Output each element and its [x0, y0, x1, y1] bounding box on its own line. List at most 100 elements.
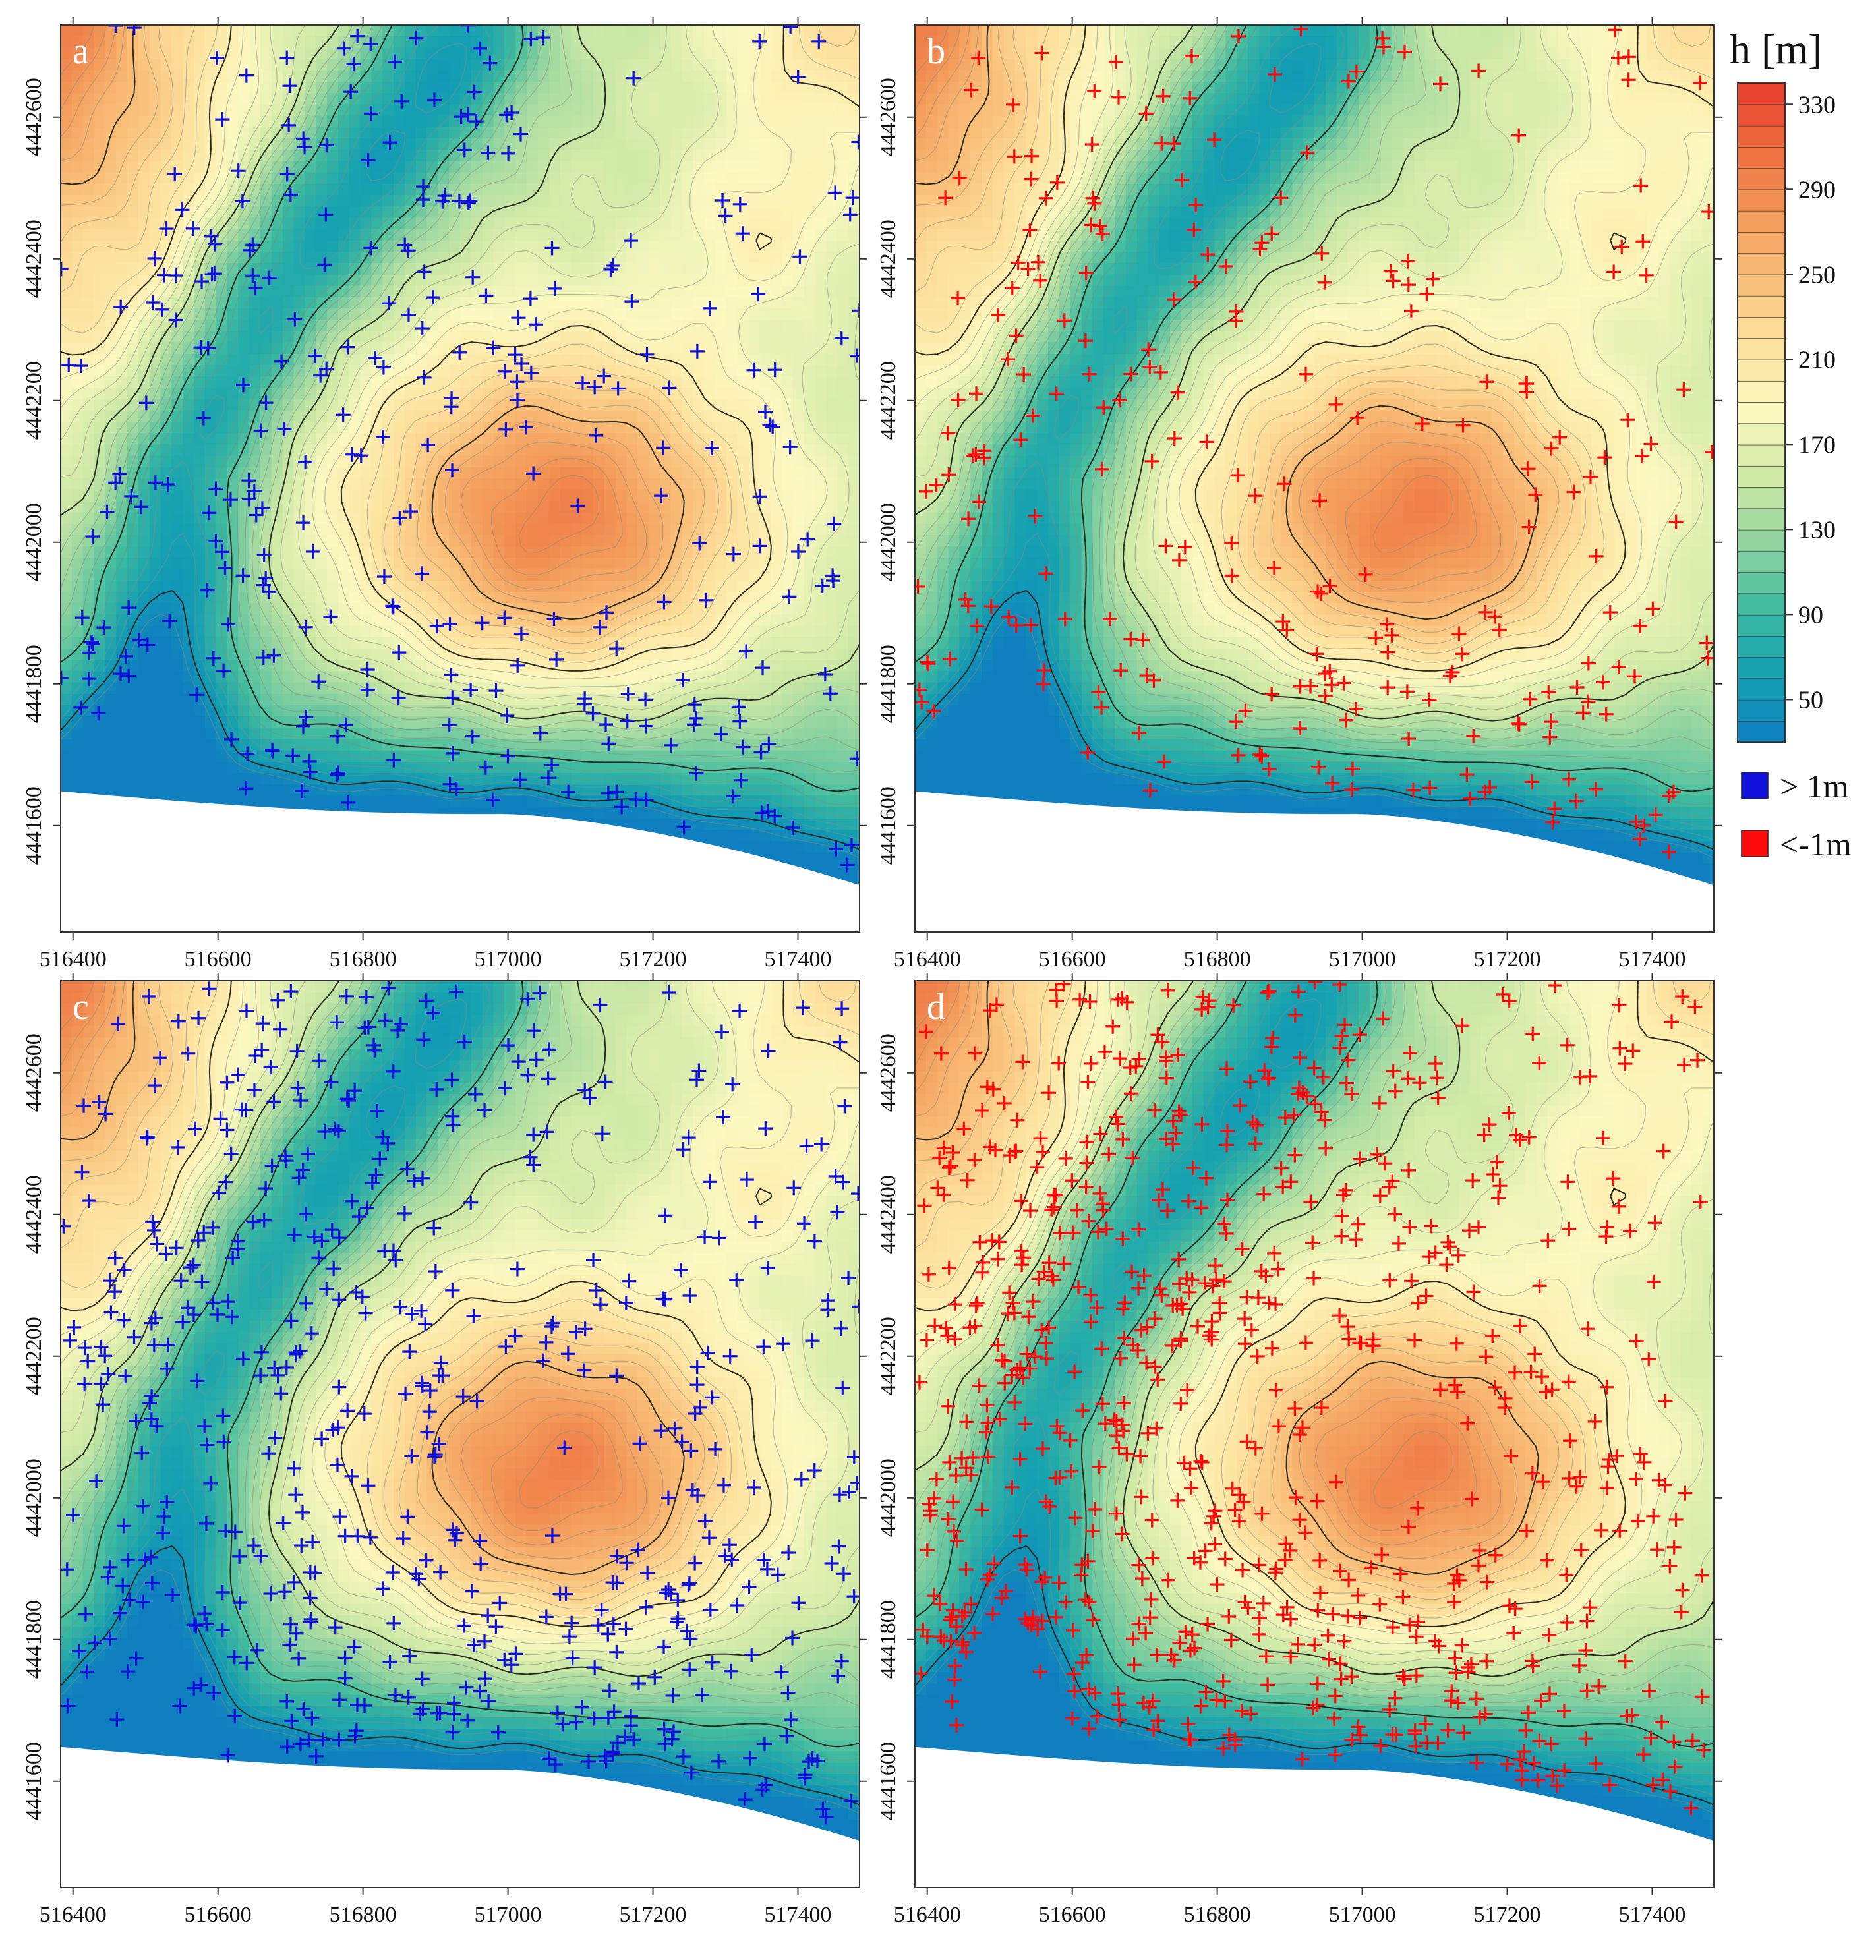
difference-marker	[675, 673, 690, 688]
difference-marker	[844, 837, 859, 852]
difference-marker	[1271, 1419, 1286, 1434]
panel-letter: c	[73, 987, 89, 1027]
difference-marker	[1428, 1634, 1443, 1649]
difference-marker	[679, 1623, 694, 1638]
difference-marker	[1274, 190, 1289, 206]
difference-marker	[1082, 366, 1097, 382]
difference-marker	[332, 1230, 347, 1246]
difference-marker	[817, 667, 833, 682]
difference-marker	[564, 1615, 579, 1630]
difference-marker	[1099, 1221, 1114, 1236]
difference-marker	[1065, 1173, 1080, 1188]
difference-marker	[598, 1074, 613, 1089]
difference-marker	[991, 1234, 1007, 1250]
difference-marker	[1277, 476, 1292, 492]
difference-marker	[1395, 1590, 1411, 1605]
difference-marker	[1561, 772, 1576, 787]
difference-marker	[1190, 1319, 1205, 1334]
difference-marker	[463, 682, 479, 697]
difference-marker	[956, 1121, 972, 1136]
difference-marker	[1459, 767, 1475, 782]
difference-marker	[241, 492, 256, 507]
difference-marker	[1116, 1331, 1131, 1346]
difference-marker	[954, 1451, 970, 1466]
difference-marker	[1705, 444, 1714, 459]
difference-marker	[1352, 1151, 1367, 1167]
difference-marker	[1202, 993, 1217, 1008]
difference-marker	[1550, 1778, 1565, 1793]
difference-marker	[1581, 694, 1596, 709]
difference-marker	[1207, 132, 1222, 148]
difference-marker	[1093, 1126, 1108, 1141]
difference-marker	[689, 1377, 705, 1393]
difference-marker	[1341, 74, 1356, 89]
color-scale-band	[1737, 188, 1786, 212]
difference-marker	[215, 112, 230, 127]
difference-marker	[1198, 1170, 1214, 1186]
difference-marker	[1611, 659, 1626, 674]
difference-marker	[80, 1354, 96, 1369]
difference-marker	[1221, 1609, 1237, 1624]
x-tick-label: 517000	[1329, 1903, 1396, 1927]
difference-marker	[1236, 1495, 1251, 1510]
difference-marker	[1147, 1359, 1162, 1374]
difference-marker	[392, 511, 407, 526]
difference-marker	[417, 264, 432, 279]
difference-marker	[1131, 1222, 1146, 1237]
difference-marker	[324, 1223, 339, 1238]
difference-marker	[1314, 1400, 1329, 1416]
difference-marker	[1231, 1513, 1246, 1528]
difference-marker	[765, 419, 780, 434]
difference-marker	[1123, 1060, 1138, 1075]
x-tick-label: 516600	[1039, 947, 1106, 971]
panel-letter: d	[927, 987, 945, 1027]
difference-marker	[1525, 1026, 1540, 1041]
difference-marker	[61, 1219, 71, 1234]
difference-marker	[1142, 359, 1158, 374]
difference-marker	[150, 1236, 165, 1252]
difference-marker	[1350, 410, 1365, 425]
difference-marker	[449, 984, 464, 999]
difference-marker	[426, 1005, 441, 1020]
difference-marker	[1580, 1321, 1595, 1337]
difference-marker	[841, 1485, 856, 1500]
difference-marker	[1289, 1490, 1304, 1505]
difference-marker	[1477, 1128, 1492, 1143]
difference-marker	[997, 1095, 1012, 1110]
difference-marker	[1014, 1244, 1029, 1259]
difference-marker	[1154, 1288, 1169, 1303]
difference-marker	[609, 1644, 624, 1659]
difference-marker	[1258, 1649, 1274, 1664]
difference-marker	[213, 1111, 228, 1126]
difference-marker	[1515, 1773, 1530, 1788]
difference-marker	[962, 1320, 978, 1335]
difference-marker	[144, 1549, 159, 1565]
difference-marker	[429, 619, 444, 634]
difference-marker	[1349, 64, 1364, 79]
difference-marker	[308, 348, 323, 363]
difference-marker	[1334, 1208, 1349, 1223]
difference-marker	[1024, 171, 1039, 187]
difference-marker	[1123, 366, 1138, 382]
difference-marker	[254, 501, 270, 516]
difference-marker	[533, 726, 548, 741]
difference-marker	[402, 1648, 417, 1663]
color-scale-tick-label: 290	[1798, 176, 1836, 204]
difference-marker	[807, 1234, 822, 1249]
difference-marker	[1583, 470, 1598, 485]
difference-marker	[1097, 1045, 1112, 1060]
difference-marker	[1645, 1777, 1660, 1793]
difference-markers	[915, 981, 1711, 1816]
map-panel-d: d 516400 516600 516800 517000 517200 51740044…	[876, 973, 1722, 1927]
difference-marker	[1314, 246, 1330, 261]
difference-marker	[689, 1360, 705, 1375]
difference-marker	[122, 1592, 137, 1607]
difference-marker	[1092, 1186, 1107, 1201]
difference-marker	[91, 706, 106, 721]
difference-marker	[1090, 1225, 1105, 1240]
difference-marker	[1279, 1600, 1295, 1615]
sea-mask	[915, 1746, 1714, 1888]
difference-marker	[1465, 1491, 1480, 1507]
difference-marker	[523, 291, 538, 306]
difference-marker	[388, 1253, 403, 1268]
